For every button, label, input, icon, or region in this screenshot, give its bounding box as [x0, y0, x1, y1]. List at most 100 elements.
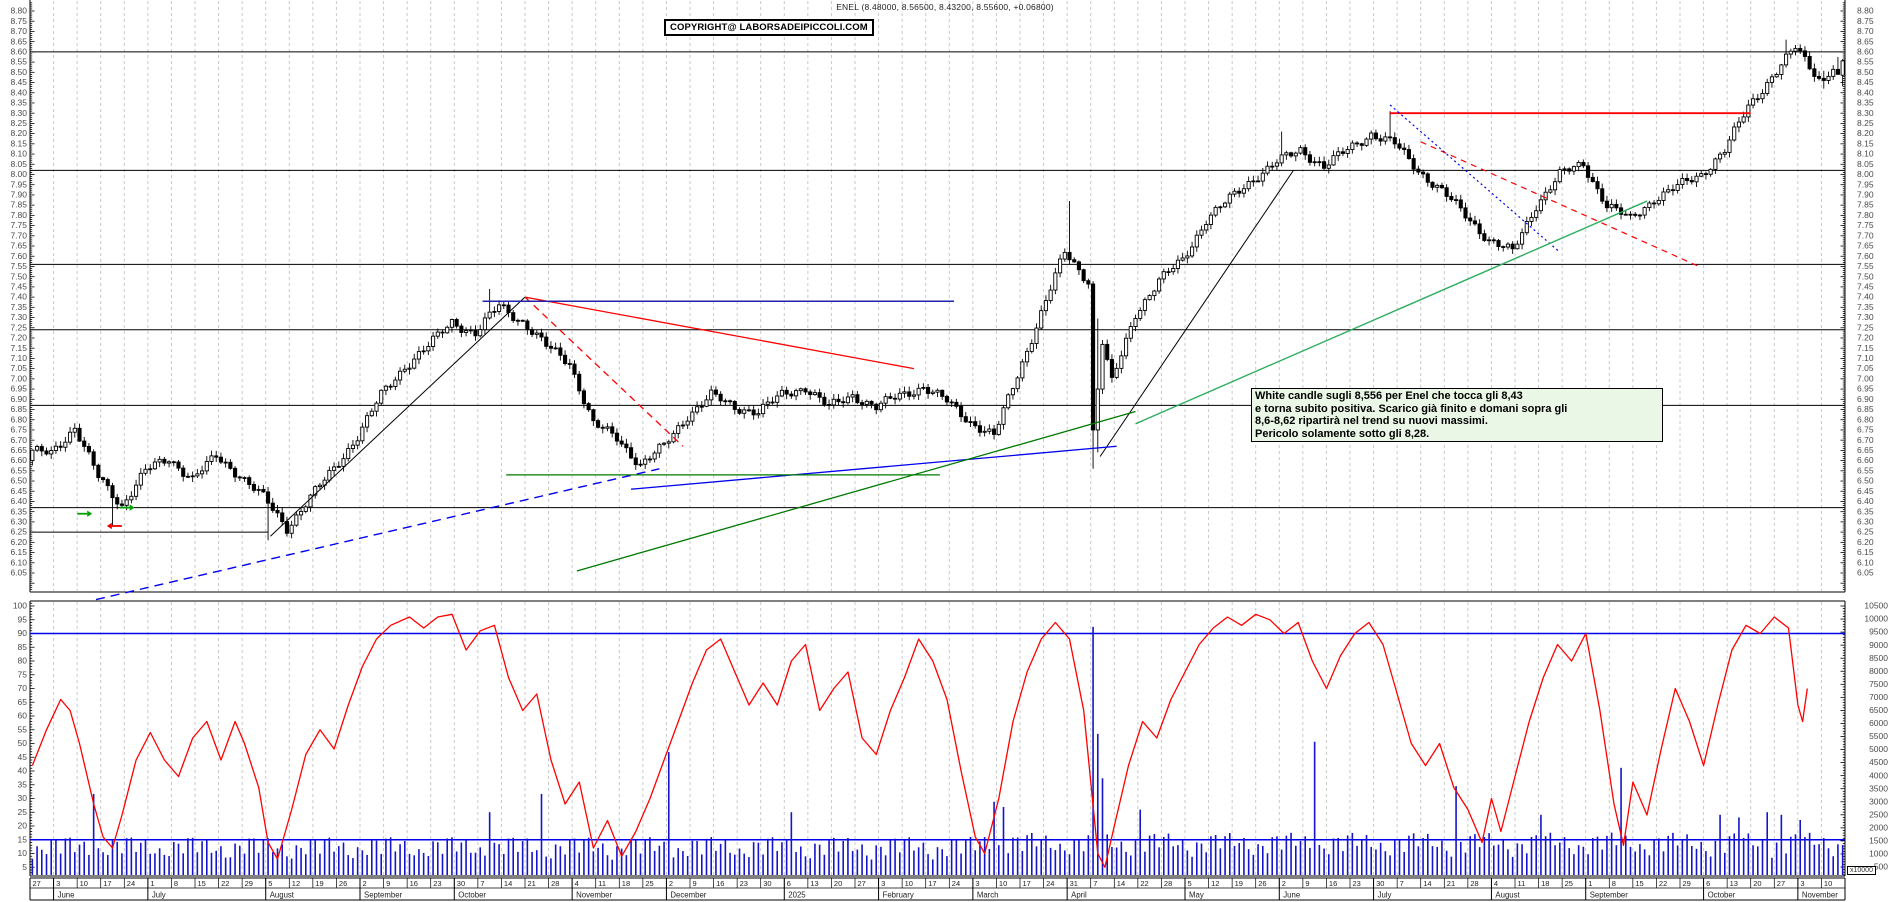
svg-text:7.90: 7.90 — [1857, 190, 1874, 200]
svg-text:7.75: 7.75 — [10, 220, 27, 230]
svg-text:8.65: 8.65 — [1857, 36, 1874, 46]
annotation-line: White candle sugli 8,556 per Enel che to… — [1255, 390, 1523, 402]
svg-text:8.75: 8.75 — [1857, 16, 1874, 26]
arrow-markers — [77, 504, 135, 530]
svg-text:6.70: 6.70 — [10, 435, 27, 445]
svg-text:7.10: 7.10 — [10, 353, 27, 363]
svg-text:5: 5 — [22, 862, 27, 872]
svg-text:7.25: 7.25 — [10, 322, 27, 332]
week-start-day: 20 — [1753, 879, 1761, 888]
svg-text:7.90: 7.90 — [10, 190, 27, 200]
svg-text:6.65: 6.65 — [10, 445, 27, 455]
month-label: December — [670, 891, 706, 900]
svg-text:6.70: 6.70 — [1857, 435, 1874, 445]
svg-text:8.20: 8.20 — [1857, 128, 1874, 138]
week-start-day: 30 — [763, 879, 771, 888]
svg-text:7.05: 7.05 — [1857, 363, 1874, 373]
svg-text:6.95: 6.95 — [10, 384, 27, 394]
month-label: August — [1495, 891, 1520, 900]
week-start-day: 14 — [1423, 879, 1431, 888]
svg-text:6.10: 6.10 — [1857, 557, 1874, 567]
svg-text:8.40: 8.40 — [1857, 87, 1874, 97]
svg-text:6.60: 6.60 — [10, 455, 27, 465]
month-label: March — [977, 891, 999, 900]
svg-text:8.05: 8.05 — [1857, 159, 1874, 169]
svg-text:8.60: 8.60 — [10, 46, 27, 56]
week-start-day: 3 — [1800, 879, 1804, 888]
week-start-day: 10 — [999, 879, 1007, 888]
week-start-day: 21 — [1447, 879, 1455, 888]
week-start-day: 10 — [1824, 879, 1832, 888]
month-label: November — [1802, 891, 1838, 900]
week-start-day: 3 — [975, 879, 979, 888]
week-start-day: 10 — [905, 879, 913, 888]
svg-text:9500: 9500 — [1869, 627, 1888, 637]
svg-text:7.85: 7.85 — [10, 200, 27, 210]
svg-text:6.35: 6.35 — [1857, 506, 1874, 516]
svg-text:5000: 5000 — [1869, 744, 1888, 754]
svg-text:10000: 10000 — [1864, 614, 1888, 624]
week-start-day: 4 — [575, 879, 579, 888]
week-start-day: 11 — [1518, 879, 1526, 888]
svg-text:7.20: 7.20 — [1857, 333, 1874, 343]
svg-text:5500: 5500 — [1869, 731, 1888, 741]
week-start-day: 7 — [1093, 879, 1097, 888]
svg-text:6.25: 6.25 — [10, 527, 27, 537]
week-start-day: 22 — [221, 879, 229, 888]
svg-text:8.25: 8.25 — [10, 118, 27, 128]
svg-text:6.75: 6.75 — [1857, 425, 1874, 435]
svg-text:3500: 3500 — [1869, 783, 1888, 793]
svg-text:7500: 7500 — [1869, 679, 1888, 689]
annotation-line: 8,6-8,62 ripartirà nel trend su nuovi ma… — [1255, 415, 1488, 428]
svg-text:60: 60 — [18, 711, 28, 721]
svg-text:7.45: 7.45 — [1857, 281, 1874, 291]
svg-text:500: 500 — [1874, 862, 1888, 872]
svg-text:6.20: 6.20 — [10, 537, 27, 547]
week-start-day: 6 — [1706, 879, 1710, 888]
svg-text:50: 50 — [18, 738, 28, 748]
week-start-day: 5 — [268, 879, 272, 888]
week-start-day: 22 — [1659, 879, 1667, 888]
week-start-day: 11 — [598, 879, 606, 888]
svg-text:7.60: 7.60 — [10, 251, 27, 261]
svg-text:8.70: 8.70 — [10, 26, 27, 36]
annotation-note: White candle sugli 8,556 per Enel che to… — [1251, 388, 1663, 443]
svg-text:6.20: 6.20 — [1857, 537, 1874, 547]
month-label: October — [458, 891, 486, 900]
oscillator-line — [31, 613, 1808, 868]
svg-text:100: 100 — [13, 601, 27, 611]
trend-lines — [95, 104, 1751, 601]
svg-text:80: 80 — [18, 656, 28, 666]
svg-text:8.35: 8.35 — [10, 98, 27, 108]
svg-text:30: 30 — [18, 793, 28, 803]
svg-text:7.50: 7.50 — [10, 271, 27, 281]
week-start-day: 14 — [1117, 879, 1125, 888]
svg-text:7.85: 7.85 — [1857, 200, 1874, 210]
svg-text:10500: 10500 — [1864, 601, 1888, 611]
svg-text:8.80: 8.80 — [10, 6, 27, 16]
svg-text:7.80: 7.80 — [10, 210, 27, 220]
svg-text:7.40: 7.40 — [10, 292, 27, 302]
week-start-day: 23 — [433, 879, 441, 888]
svg-text:7.55: 7.55 — [1857, 261, 1874, 271]
week-start-day: 16 — [410, 879, 418, 888]
svg-text:6000: 6000 — [1869, 718, 1888, 728]
week-start-day: 27 — [858, 879, 866, 888]
week-start-day: 17 — [928, 879, 936, 888]
svg-text:8.15: 8.15 — [1857, 138, 1874, 148]
svg-text:7.05: 7.05 — [10, 363, 27, 373]
svg-text:8.45: 8.45 — [10, 77, 27, 87]
week-start-day: 25 — [645, 879, 653, 888]
week-start-day: 2 — [1282, 879, 1286, 888]
month-label: April — [1071, 891, 1087, 900]
svg-text:95: 95 — [18, 614, 28, 624]
svg-text:8.70: 8.70 — [1857, 26, 1874, 36]
week-start-day: 18 — [1541, 879, 1549, 888]
svg-text:7.35: 7.35 — [1857, 302, 1874, 312]
month-label: June — [1283, 891, 1300, 900]
month-label: 2025 — [788, 891, 806, 900]
svg-text:6.10: 6.10 — [10, 557, 27, 567]
svg-text:7.15: 7.15 — [10, 343, 27, 353]
svg-text:8000: 8000 — [1869, 666, 1888, 676]
panel-borders — [29, 0, 1846, 877]
